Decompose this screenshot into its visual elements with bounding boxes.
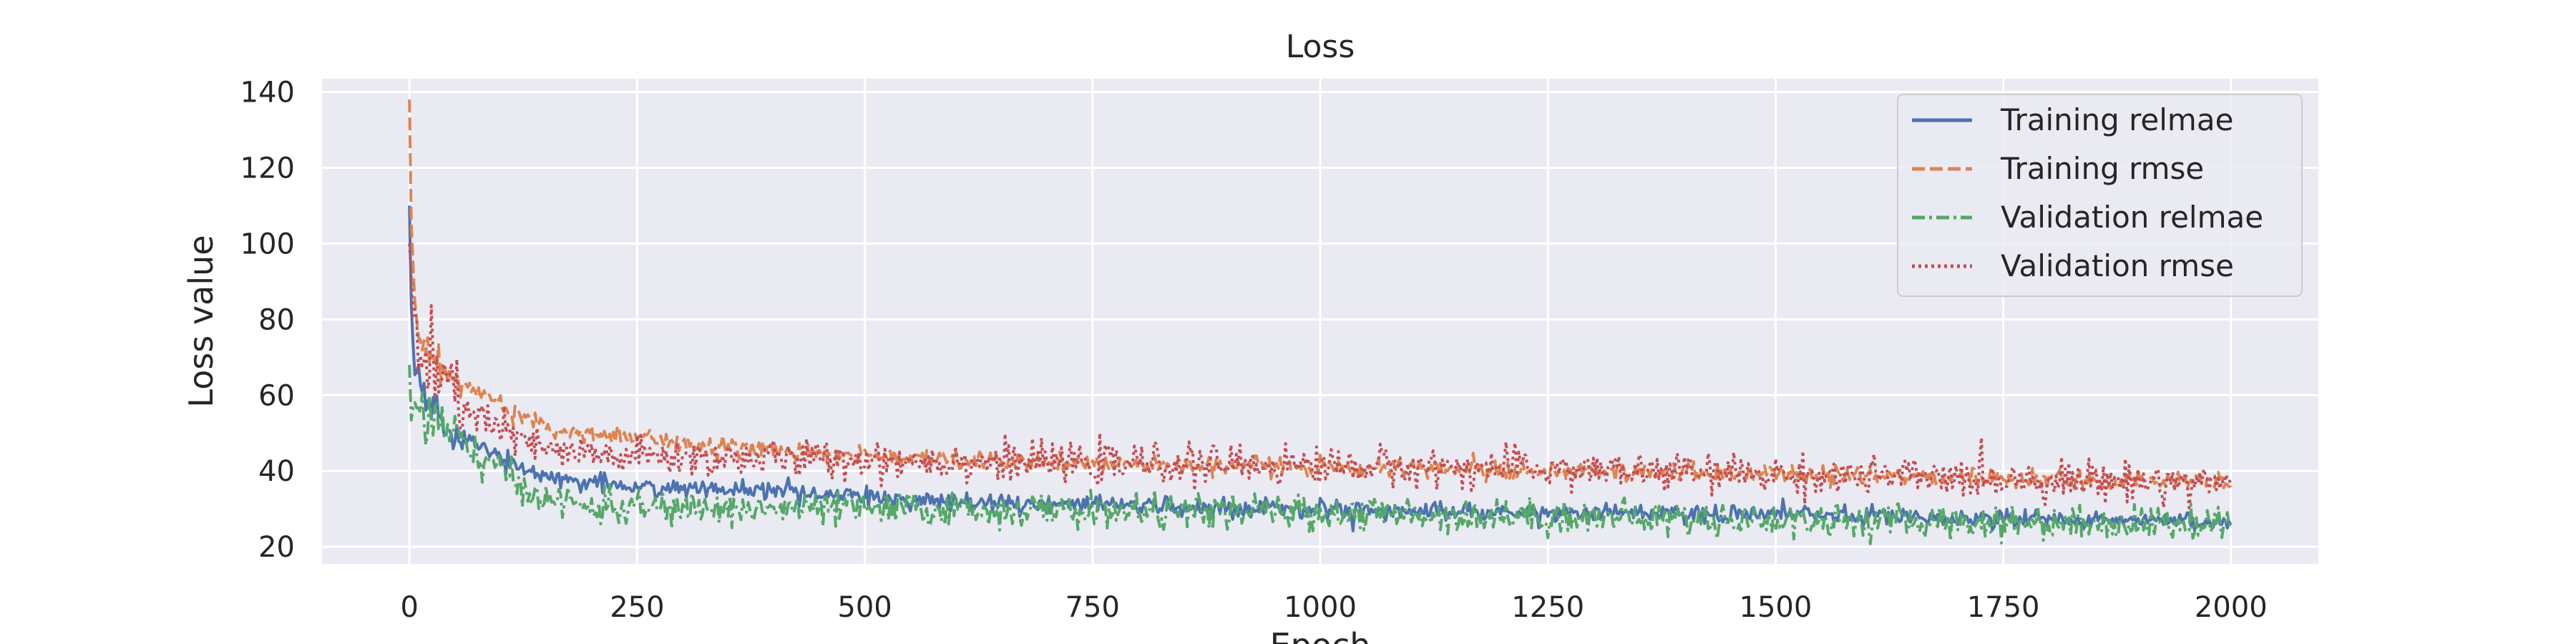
y-tick-label: 120	[240, 152, 295, 185]
legend-label: Validation relmae	[2001, 200, 2263, 235]
y-tick-label: 80	[258, 303, 295, 336]
series-line-0	[408, 205, 2233, 532]
y-tick-label: 140	[240, 77, 295, 109]
x-axis-label: Epoch	[1270, 626, 1371, 644]
x-tick-label: 1250	[1511, 591, 1584, 624]
y-tick-label: 40	[258, 455, 295, 488]
legend-box	[1897, 94, 2303, 297]
legend-label: Training relmae	[2000, 102, 2233, 137]
series-line-2	[408, 364, 2233, 545]
legend-label: Training rmse	[2000, 151, 2204, 186]
y-tick-label: 20	[258, 531, 295, 564]
x-tick-label: 1000	[1284, 591, 1357, 624]
x-tick-label: 2000	[2195, 591, 2268, 624]
chart-title: Loss	[1286, 29, 1355, 65]
y-axis-label: Loss value	[182, 235, 220, 407]
series-line-1	[408, 99, 2233, 492]
x-tick-label: 500	[837, 591, 892, 624]
y-tick-label: 60	[258, 379, 295, 412]
series-line-3	[408, 243, 2233, 509]
x-tick-label: 0	[400, 591, 418, 624]
series-layer	[408, 99, 2233, 545]
x-tick-labels: 0 250 500 750 1000 1250 1500 1750 2000	[400, 591, 2267, 624]
x-tick-label: 750	[1065, 591, 1120, 624]
x-tick-label: 1750	[1967, 591, 2040, 624]
legend-label: Validation rmse	[2001, 248, 2234, 283]
grid-lines	[322, 79, 2318, 564]
x-tick-label: 1500	[1740, 591, 1813, 624]
y-tick-label: 100	[240, 228, 295, 260]
y-tick-labels: 20 40 60 80 100 120 140	[240, 77, 295, 565]
legend: Training relmae Training rmse Validation r…	[1897, 94, 2303, 297]
x-tick-label: 250	[610, 591, 664, 624]
